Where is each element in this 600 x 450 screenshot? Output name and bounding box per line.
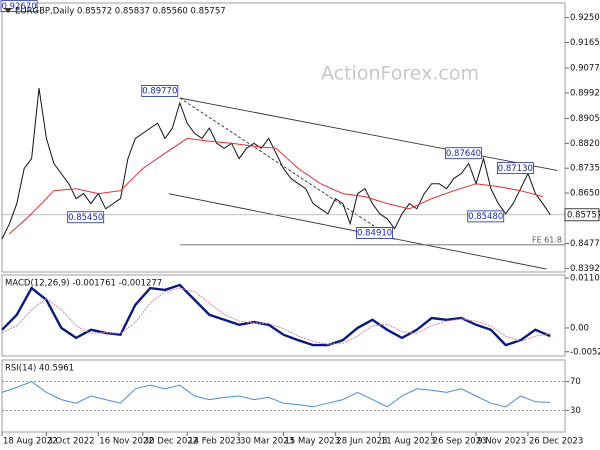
panel-title: EURGBP,Daily 0.85572 0.85837 0.85560 0.8… <box>15 7 226 17</box>
y-tick-label: -0.005267 <box>570 347 600 357</box>
panel-title: MACD(12,26,9) -0.001761 -0.001277 <box>5 279 162 289</box>
annotation-label: 0.87640 <box>446 149 481 159</box>
x-tick-label: 9 Nov 2023 <box>477 437 526 447</box>
panel-title: RSI(14) 40.5961 <box>5 364 74 374</box>
annotation-box <box>67 211 105 224</box>
annotation-box <box>496 162 534 175</box>
annotation-label: 0.87130 <box>498 164 533 174</box>
x-tick-label: 18 Aug 2022 <box>3 437 57 447</box>
y-tick-label: 0.00 <box>570 323 589 333</box>
watermark: ActionForex.com <box>321 63 479 85</box>
y-tick-label: 0.89925 <box>570 88 600 98</box>
annotation-label: 0.85450 <box>68 213 103 223</box>
x-tick-label: 14 Feb 2023 <box>188 437 241 447</box>
series-line <box>1 287 551 345</box>
x-tick-label: 30 Mar 2023 <box>240 437 294 447</box>
y-tick-label: 0.84775 <box>570 239 600 249</box>
annotation-label: 0.85480 <box>468 212 503 222</box>
x-tick-label: 16 Nov 2022 <box>99 437 153 447</box>
x-tick-label: 28 Jun 2023 <box>336 437 387 447</box>
annotation-label: 0.92670 <box>1 2 36 12</box>
dashed-line <box>179 97 395 240</box>
line-label: FE 61.8 <box>532 235 562 244</box>
panel-frame <box>1 2 566 273</box>
annotation-box <box>141 85 179 97</box>
last-price-label: 0.85757 <box>567 210 600 220</box>
x-tick-label: 11 Aug 2023 <box>381 437 435 447</box>
panel-frame <box>1 274 566 357</box>
panel-frame <box>1 359 566 433</box>
y-tick-label: 0.011027 <box>570 274 600 284</box>
series-line <box>1 283 551 347</box>
annotation-label: 0.89770 <box>142 87 177 97</box>
x-tick-label: 26 Sep 2023 <box>433 437 487 447</box>
series-line <box>1 88 551 240</box>
series-line <box>9 137 543 235</box>
trend-line <box>179 97 558 171</box>
y-tick-label: 0.83925 <box>570 264 600 274</box>
annotation-box <box>445 147 482 160</box>
title-icon <box>4 8 12 13</box>
x-tick-label: 15 May 2023 <box>285 437 340 447</box>
annotation-label: 0.84910 <box>357 229 392 239</box>
y-tick-label: 0.90775 <box>570 64 600 74</box>
x-tick-label: 30 Dec 2022 <box>144 437 198 447</box>
series-line <box>1 381 551 408</box>
y-tick-label: 70 <box>570 377 581 387</box>
annotation-box <box>0 0 38 13</box>
x-tick-label: 3 Oct 2022 <box>47 437 94 447</box>
x-tick-label: 26 Dec 2023 <box>529 437 583 447</box>
last-price-box <box>564 208 600 222</box>
y-tick-label: 30 <box>570 406 581 416</box>
annotation-box <box>467 210 505 223</box>
annotation-box <box>356 227 394 239</box>
